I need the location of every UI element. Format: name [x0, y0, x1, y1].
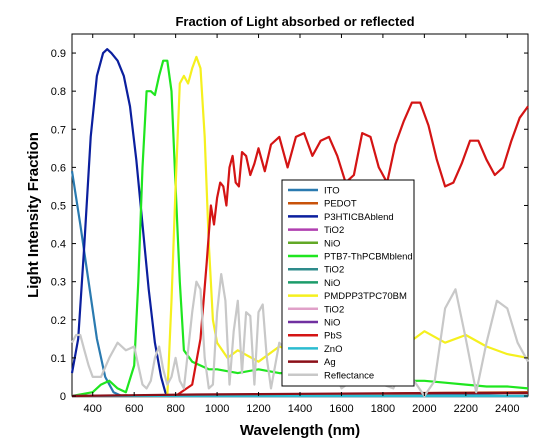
y-axis: 0 0.1 0.2 0.3 0.4 0.5 0.6 0.7 0.8 0.9 [51, 48, 528, 403]
y-tick-label: 0.3 [51, 277, 66, 289]
x-tick-label: 1000 [205, 403, 229, 415]
legend-label: PbS [324, 331, 342, 342]
y-tick-label: 0.7 [51, 124, 66, 136]
legend: ITO PEDOT P3HTICBAblend TiO2 NiO PTB7-ThPCBMb… [281, 179, 415, 387]
series-line-2 [70, 48, 169, 397]
legend-label: TiO2 [324, 265, 344, 276]
legend-label: Ag [324, 357, 336, 368]
y-tick-label: 0.8 [51, 86, 66, 98]
x-tick-label: 1200 [246, 403, 270, 415]
y-tick-label: 0.9 [51, 48, 66, 60]
legend-label: PEDOT [324, 199, 357, 210]
y-tick-label: 0.4 [51, 239, 66, 251]
x-tick-label: 1800 [371, 403, 395, 415]
legend-label: ITO [324, 186, 340, 197]
y-axis-title: Light Intensity Fraction [25, 132, 42, 298]
x-tick-label: 600 [125, 403, 143, 415]
series-line-13 [71, 391, 528, 398]
legend-label: P3HTICBAblend [324, 212, 394, 223]
legend-label: ZnO [324, 344, 342, 355]
x-axis-title: Wavelength (nm) [240, 422, 360, 439]
x-tick-label: 800 [166, 403, 184, 415]
x-tick-label: 2400 [495, 403, 519, 415]
legend-label: Reflectance [324, 370, 374, 381]
y-tick-label: 0.6 [51, 162, 66, 174]
x-tick-label: 2200 [454, 403, 478, 415]
legend-label: TiO2 [324, 304, 344, 315]
x-tick-label: 1400 [288, 403, 312, 415]
chart-title: Fraction of Light absorbed or reflected [175, 14, 414, 29]
y-tick-label: 0 [60, 391, 66, 403]
y-tick-label: 0.1 [51, 353, 66, 365]
x-axis: 400 600 800 1000 1200 1400 1600 1800 2000 2200 240… [84, 34, 520, 415]
y-tick-label: 0.5 [51, 200, 66, 212]
legend-label: NiO [324, 278, 340, 289]
legend-label: TiO2 [324, 225, 344, 236]
y-tick-label: 0.2 [51, 315, 66, 327]
x-tick-label: 1600 [329, 403, 353, 415]
x-tick-label: 400 [84, 403, 102, 415]
legend-label: PTB7-ThPCBMblend [324, 252, 413, 263]
legend-label: NiO [324, 238, 340, 249]
legend-label: NiO [324, 318, 340, 329]
legend-label: PMDPP3TPC70BM [324, 291, 407, 302]
x-tick-label: 2000 [412, 403, 436, 415]
series-line-11 [72, 101, 529, 398]
